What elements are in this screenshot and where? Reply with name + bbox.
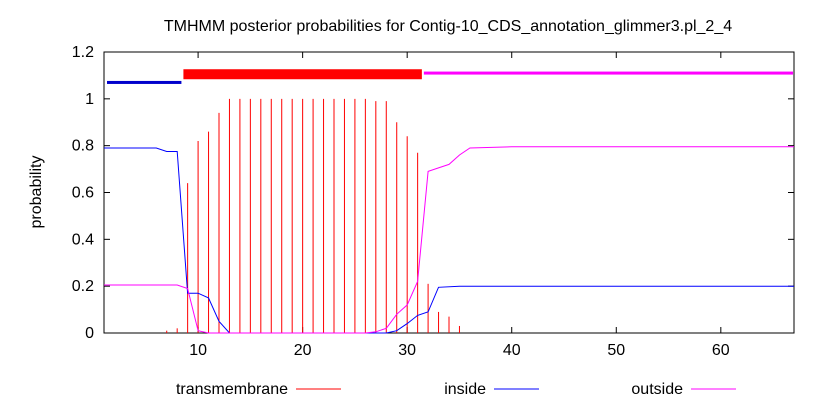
y-tick-label: 0.4: [72, 231, 94, 248]
y-tick-label: 0.8: [72, 138, 94, 155]
x-tick-label: 20: [294, 342, 312, 359]
topology-inside-bar: [107, 80, 182, 84]
plot-frame: [103, 51, 795, 334]
legend-label-inside: inside: [444, 381, 486, 398]
x-tick-label: 30: [398, 342, 416, 359]
y-tick-label: 0.6: [72, 185, 94, 202]
y-tick-label: 0: [85, 325, 94, 342]
x-tick-label: 40: [503, 342, 521, 359]
topology-transmembrane-bar: [183, 69, 422, 80]
x-tick-label: 50: [607, 342, 625, 359]
y-tick-label: 1: [85, 91, 94, 108]
y-tick-label: 0.2: [72, 278, 94, 295]
x-tick-label: 10: [189, 342, 207, 359]
outside-line: [104, 146, 794, 334]
legend-label-outside: outside: [631, 381, 683, 398]
x-tick-label: 60: [712, 342, 730, 359]
inside-line: [104, 147, 794, 334]
y-tick-label: 1.2: [72, 44, 94, 61]
chart-title: TMHMM posterior probabilities for Contig…: [164, 18, 732, 35]
legend-label-transmembrane: transmembrane: [176, 381, 288, 398]
y-axis-label: probability: [28, 156, 45, 229]
plot-area: 0 0.2 0.4 0.6 0.8 1 1.2 10 20 30 40 50 60 transmembra…: [72, 44, 795, 398]
topology-outside-bar: [423, 71, 793, 75]
